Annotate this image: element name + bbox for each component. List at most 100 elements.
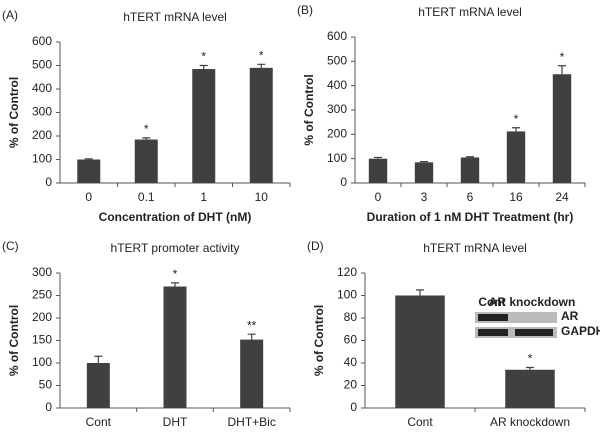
bar — [460, 157, 480, 183]
error-bar — [512, 127, 520, 132]
error-bar — [142, 137, 151, 140]
bar — [506, 131, 526, 183]
chart-title: hTERT mRNA level — [418, 5, 522, 19]
significance-marker: * — [528, 352, 533, 366]
y-axis-label: % of Control — [7, 305, 21, 376]
bar — [86, 363, 110, 408]
y-tick-label: 300 — [327, 102, 347, 116]
significance-marker: * — [259, 48, 264, 62]
y-tick-label: 100 — [327, 151, 347, 165]
y-tick-label: 0 — [45, 175, 52, 189]
y-tick-label: 300 — [32, 105, 52, 119]
x-tick-label: 0 — [375, 190, 382, 204]
y-tick-label: 150 — [32, 333, 52, 347]
blot-band — [478, 314, 508, 321]
significance-marker: * — [144, 122, 149, 136]
y-tick-label: 0 — [350, 400, 357, 414]
chart-title: hTERT mRNA level — [123, 10, 227, 24]
error-bar — [84, 158, 93, 160]
chart-title: hTERT mRNA level — [423, 241, 527, 255]
x-axis-label: Concentration of DHT (nM) — [99, 210, 252, 224]
y-axis-label: % of Control — [302, 74, 316, 145]
bar — [395, 295, 445, 408]
x-tick-label: DHT+Bic — [227, 415, 275, 429]
significance-marker: * — [201, 50, 206, 64]
y-tick-label: 500 — [32, 58, 52, 72]
bar — [163, 286, 187, 408]
y-tick-label: 40 — [344, 355, 358, 369]
error-bar — [466, 156, 474, 158]
panel-label: (C) — [2, 239, 19, 253]
panel-label: (B) — [297, 3, 313, 17]
y-tick-label: 20 — [344, 378, 358, 392]
blot-band — [515, 329, 553, 336]
x-tick-label: 0 — [85, 190, 92, 204]
y-tick-label: 200 — [32, 310, 52, 324]
significance-marker: * — [560, 50, 565, 64]
x-tick-label: 10 — [255, 190, 269, 204]
y-tick-label: 0 — [340, 175, 347, 189]
x-tick-label: DHT — [163, 415, 188, 429]
y-tick-label: 250 — [32, 288, 52, 302]
y-tick-label: 100 — [32, 355, 52, 369]
panel-label: (D) — [307, 239, 324, 253]
x-tick-label: 0.1 — [138, 190, 155, 204]
y-tick-label: 600 — [327, 29, 347, 43]
blot-lane-label: AR knockdown — [489, 295, 576, 309]
bar — [505, 369, 555, 408]
y-tick-label: 80 — [344, 310, 358, 324]
blot-strip — [475, 312, 557, 323]
y-tick-label: 400 — [327, 78, 347, 92]
y-tick-label: 400 — [32, 81, 52, 95]
significance-marker: * — [173, 267, 178, 281]
y-tick-label: 500 — [327, 54, 347, 68]
error-bar — [526, 366, 534, 370]
y-tick-label: 120 — [337, 265, 357, 279]
y-tick-label: 200 — [327, 127, 347, 141]
bar — [192, 69, 216, 183]
error-bar — [416, 289, 424, 296]
x-axis-label: Duration of 1 nM DHT Treatment (hr) — [367, 210, 574, 224]
bar — [249, 67, 273, 183]
blot-band-label: GAPDH — [561, 324, 600, 338]
error-bar — [247, 333, 256, 340]
bar — [240, 339, 264, 408]
y-axis-label: % of Control — [312, 305, 326, 376]
bar — [552, 74, 572, 183]
x-tick-label: Cont — [86, 415, 112, 429]
y-tick-label: 0 — [45, 400, 52, 414]
blot-band-label: AR — [561, 309, 579, 323]
bar — [134, 139, 158, 183]
panel-label: (A) — [2, 8, 18, 22]
y-tick-label: 100 — [337, 288, 357, 302]
y-tick-label: 100 — [32, 152, 52, 166]
error-bar — [420, 160, 428, 163]
error-bar — [257, 63, 266, 68]
x-tick-label: 3 — [421, 190, 428, 204]
significance-marker: ** — [247, 318, 257, 332]
error-bar — [558, 65, 566, 75]
chart-title: hTERT promoter activity — [111, 241, 240, 255]
blot-lane-label: Cont — [478, 295, 505, 309]
x-tick-label: 6 — [467, 190, 474, 204]
x-tick-label: AR knockdown — [490, 415, 570, 429]
error-bar — [374, 156, 382, 159]
y-tick-label: 50 — [39, 378, 53, 392]
y-tick-label: 60 — [344, 333, 358, 347]
x-tick-label: 24 — [555, 190, 569, 204]
y-tick-label: 300 — [32, 265, 52, 279]
significance-marker: * — [514, 112, 519, 126]
y-axis-label: % of Control — [7, 77, 21, 148]
y-tick-label: 200 — [32, 128, 52, 142]
blot-band — [478, 329, 508, 336]
error-bar — [199, 64, 208, 70]
x-tick-label: Cont — [407, 415, 433, 429]
error-bar — [94, 355, 103, 363]
x-tick-label: 1 — [200, 190, 207, 204]
y-tick-label: 600 — [32, 34, 52, 48]
bar — [414, 162, 434, 183]
bar — [77, 159, 101, 183]
error-bar — [171, 282, 179, 287]
x-tick-label: 16 — [509, 190, 523, 204]
